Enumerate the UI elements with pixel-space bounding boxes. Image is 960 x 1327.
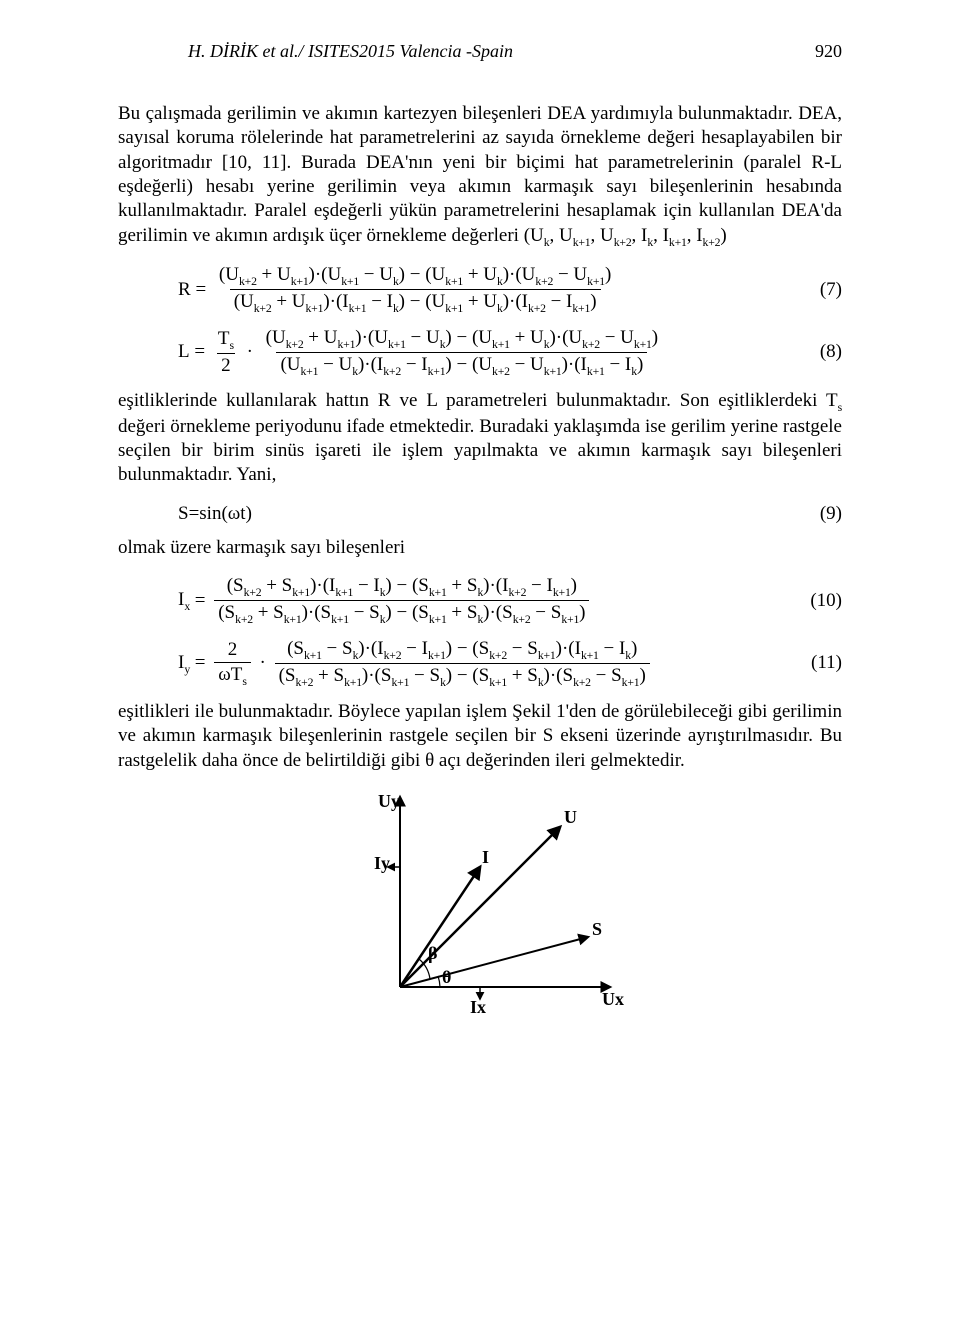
vector-diagram-svg: Uy Ux S U I Iy Ix β θ xyxy=(330,787,630,1017)
eq8-fraction: (Uk+2 + Uk+1)·(Uk+1 − Uk) − (Uk+1 + Uk)·… xyxy=(262,326,662,379)
paragraph-after-eq1011: eşitlikleri ile bulunmaktadır. Böylece y… xyxy=(118,700,842,773)
eq9-expr: S=sin(ωt) xyxy=(178,502,252,526)
paragraph-before-eq1011: olmak üzere karmaşık sayı bileşenleri xyxy=(118,536,842,560)
eq11-prefraction: 2 ωTs xyxy=(214,638,251,689)
eq7-lhs: R xyxy=(178,278,191,302)
eq9-number: (9) xyxy=(792,502,842,526)
eq11-number: (11) xyxy=(792,651,842,675)
equation-10: Ix = (Sk+2 + Sk+1)·(Ik+1 − Ik) − (Sk+1 +… xyxy=(118,574,842,627)
eq7-fraction: (Uk+2 + Uk+1)·(Uk+1 − Uk) − (Uk+1 + Uk)·… xyxy=(215,263,615,316)
fig-label-Ix: Ix xyxy=(470,997,486,1017)
figure-1: Uy Ux S U I Iy Ix β θ xyxy=(118,787,842,1017)
fig-label-Iy: Iy xyxy=(374,853,390,873)
equation-8: L = Ts 2 · (Uk+2 + Uk+1)·(Uk+1 − Uk) − (… xyxy=(118,326,842,379)
paragraph-after-eq78: eşitliklerinde kullanılarak hattın R ve … xyxy=(118,389,842,488)
fig-label-S: S xyxy=(592,919,602,939)
eq10-fraction: (Sk+2 + Sk+1)·(Ik+1 − Ik) − (Sk+1 + Sk)·… xyxy=(214,574,589,627)
page-number: 920 xyxy=(815,40,842,63)
fig-label-Ux: Ux xyxy=(602,989,624,1009)
fig-label-I: I xyxy=(482,847,489,867)
eq8-lhs: L xyxy=(178,340,190,364)
eq8-number: (8) xyxy=(792,340,842,364)
equation-7: R = (Uk+2 + Uk+1)·(Uk+1 − Uk) − (Uk+1 + … xyxy=(118,263,842,316)
running-author: H. DİRİK et al./ ISITES2015 Valencia -Sp… xyxy=(188,40,513,63)
fig-label-beta: β xyxy=(428,943,437,963)
eq11-fraction: (Sk+1 − Sk)·(Ik+2 − Ik+1) − (Sk+2 − Sk+1… xyxy=(275,637,650,690)
eq10-number: (10) xyxy=(792,589,842,613)
paragraph-intro: Bu çalışmada gerilimin ve akımın kartezy… xyxy=(118,102,842,249)
equation-9: S=sin(ωt) (9) xyxy=(118,502,842,526)
running-header: H. DİRİK et al./ ISITES2015 Valencia -Sp… xyxy=(118,40,842,68)
fig-label-theta: θ xyxy=(442,967,451,987)
eq8-prefraction: Ts 2 xyxy=(214,327,238,378)
eq7-number: (7) xyxy=(792,278,842,302)
fig-label-Uy: Uy xyxy=(378,791,400,811)
equation-11: Iy = 2 ωTs · (Sk+1 − Sk)·(Ik+2 − Ik+1) −… xyxy=(118,637,842,690)
fig-label-U: U xyxy=(564,807,577,827)
